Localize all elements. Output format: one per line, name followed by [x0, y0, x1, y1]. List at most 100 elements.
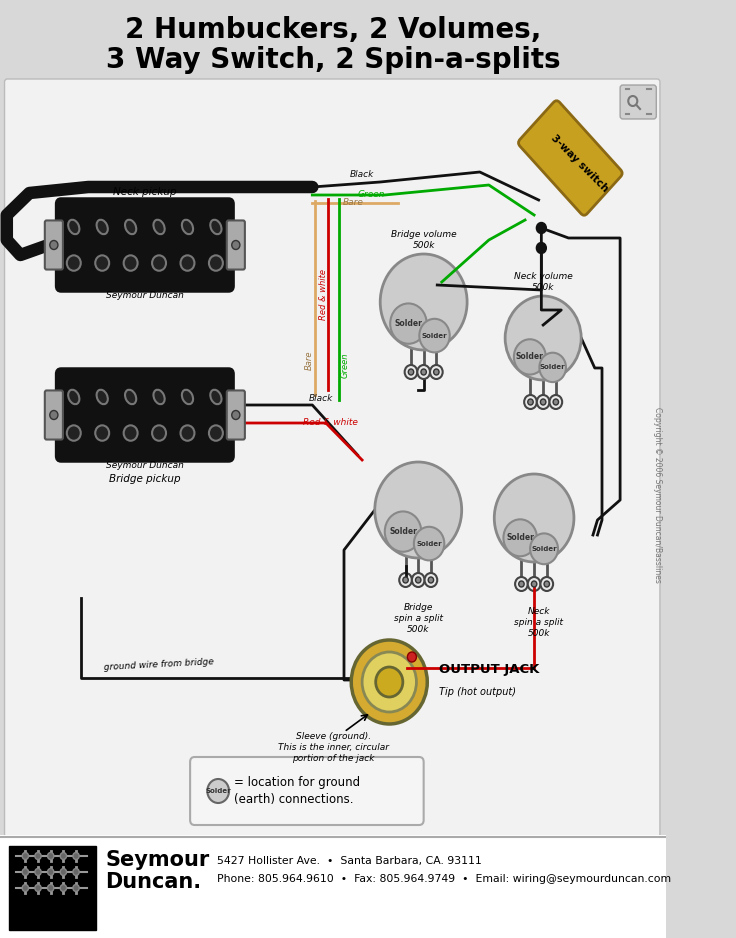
Text: 3 Way Switch, 2 Spin-a-splits: 3 Way Switch, 2 Spin-a-splits [106, 46, 560, 74]
Circle shape [537, 243, 546, 253]
Ellipse shape [153, 389, 165, 404]
Circle shape [232, 411, 240, 419]
Circle shape [180, 255, 194, 271]
Text: Bridge
spin a split
500k: Bridge spin a split 500k [394, 603, 443, 634]
Circle shape [537, 222, 546, 234]
Ellipse shape [96, 219, 107, 234]
Ellipse shape [153, 219, 165, 234]
Circle shape [180, 425, 194, 441]
Circle shape [67, 255, 81, 271]
Circle shape [434, 369, 439, 375]
Ellipse shape [182, 389, 193, 404]
Text: Solder: Solder [389, 527, 417, 537]
Circle shape [73, 885, 79, 891]
Text: Red & white: Red & white [303, 418, 358, 427]
Text: Neck pickup: Neck pickup [113, 187, 177, 197]
Circle shape [95, 255, 109, 271]
Circle shape [67, 425, 81, 441]
Text: ground wire from bridge: ground wire from bridge [103, 658, 213, 672]
FancyBboxPatch shape [45, 220, 63, 269]
Text: 5427 Hollister Ave.  •  Santa Barbara, CA. 93111: 5427 Hollister Ave. • Santa Barbara, CA.… [217, 856, 482, 866]
Circle shape [124, 425, 138, 441]
Circle shape [35, 869, 41, 875]
Circle shape [390, 303, 427, 343]
Circle shape [399, 573, 412, 587]
Circle shape [420, 319, 450, 353]
Circle shape [524, 395, 537, 409]
Text: Green: Green [341, 353, 350, 378]
FancyBboxPatch shape [620, 85, 657, 119]
Circle shape [124, 255, 138, 271]
Text: Phone: 805.964.9610  •  Fax: 805.964.9749  •  Email: wiring@seymourduncan.com: Phone: 805.964.9610 • Fax: 805.964.9749 … [217, 874, 671, 884]
Circle shape [417, 365, 430, 379]
Ellipse shape [68, 389, 79, 404]
Text: Solder: Solder [531, 546, 557, 552]
Circle shape [73, 869, 79, 875]
Circle shape [60, 869, 66, 875]
FancyBboxPatch shape [227, 220, 245, 269]
Circle shape [430, 365, 442, 379]
Circle shape [412, 573, 425, 587]
Circle shape [50, 240, 58, 250]
Text: Solder: Solder [205, 788, 231, 794]
Text: Seymour: Seymour [105, 850, 209, 870]
Circle shape [209, 255, 223, 271]
Circle shape [48, 869, 54, 875]
Circle shape [403, 577, 408, 583]
Circle shape [425, 573, 437, 587]
Circle shape [48, 885, 54, 891]
Text: Sleeve (ground).
This is the inner, circular
portion of the jack: Sleeve (ground). This is the inner, circ… [277, 732, 389, 764]
Text: Solder: Solder [422, 333, 447, 339]
Ellipse shape [125, 219, 136, 234]
Circle shape [515, 577, 528, 591]
Circle shape [416, 577, 421, 583]
Circle shape [408, 369, 414, 375]
Text: Seymour Duncan: Seymour Duncan [106, 461, 184, 470]
Text: Neck volume
500k: Neck volume 500k [514, 272, 573, 292]
FancyBboxPatch shape [45, 390, 63, 440]
Ellipse shape [125, 389, 136, 404]
Bar [9, 846, 96, 930]
Circle shape [514, 340, 546, 374]
Text: Bridge pickup: Bridge pickup [109, 474, 180, 484]
Ellipse shape [210, 389, 222, 404]
Circle shape [553, 399, 559, 405]
Circle shape [48, 853, 54, 859]
Circle shape [362, 652, 417, 712]
Circle shape [60, 853, 66, 859]
Text: Solder: Solder [417, 540, 442, 547]
FancyBboxPatch shape [518, 100, 622, 216]
Text: Bare: Bare [343, 198, 364, 207]
Text: Solder: Solder [506, 534, 534, 542]
Text: Solder: Solder [394, 319, 422, 328]
Circle shape [528, 577, 540, 591]
Circle shape [35, 885, 41, 891]
Ellipse shape [182, 219, 193, 234]
Circle shape [531, 581, 537, 587]
FancyBboxPatch shape [227, 390, 245, 440]
Text: Copyright © 2006 Seymour Duncan/Basslines: Copyright © 2006 Seymour Duncan/Bassline… [653, 407, 662, 582]
Circle shape [60, 885, 66, 891]
Circle shape [351, 640, 428, 724]
Circle shape [537, 395, 550, 409]
Circle shape [22, 885, 29, 891]
Circle shape [540, 399, 546, 405]
Text: = location for ground
(earth) connections.: = location for ground (earth) connection… [233, 776, 360, 806]
Circle shape [405, 365, 417, 379]
Text: 2 Humbuckers, 2 Volumes,: 2 Humbuckers, 2 Volumes, [125, 16, 541, 44]
Circle shape [414, 527, 445, 560]
Circle shape [540, 577, 553, 591]
Circle shape [495, 474, 574, 562]
Circle shape [381, 254, 467, 350]
Circle shape [544, 581, 550, 587]
Circle shape [407, 652, 417, 662]
Circle shape [505, 296, 581, 380]
Circle shape [375, 462, 461, 558]
Circle shape [50, 411, 58, 419]
Circle shape [519, 581, 524, 587]
Circle shape [503, 520, 537, 556]
Circle shape [152, 425, 166, 441]
FancyBboxPatch shape [4, 79, 660, 837]
Circle shape [208, 779, 229, 803]
Circle shape [428, 577, 434, 583]
